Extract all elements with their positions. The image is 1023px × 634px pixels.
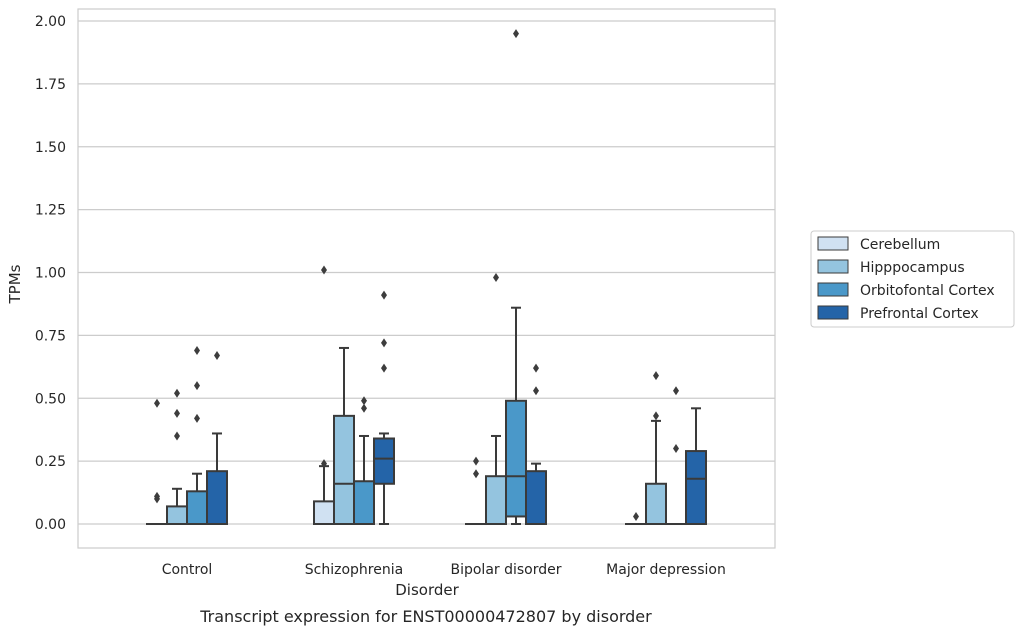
outlier-point <box>174 431 180 441</box>
legend-label: Prefrontal Cortex <box>860 306 979 322</box>
box-hipppocampus <box>333 346 355 526</box>
box-orbitofontal-cortex <box>505 29 527 525</box>
y-axis-ticks: 0.00 0.25 0.50 0.75 1.00 1.25 1.50 1.75 2.00 <box>35 14 66 533</box>
box-orbitofontal-cortex <box>353 396 375 525</box>
box-cerebellum <box>313 265 335 525</box>
box-prefrontal-cortex <box>206 350 228 525</box>
outlier-point <box>653 411 659 421</box>
legend-frame <box>810 230 1015 328</box>
box-orbitofontal-cortex <box>186 345 208 525</box>
legend-label: Cerebellum <box>860 237 940 253</box>
outlier-point <box>361 403 367 413</box>
legend: Cerebellum Hipppocampus Orbitofontal Corte… <box>810 230 1015 328</box>
x-tick-label: Major depression <box>606 562 726 578</box>
outlier-point <box>361 396 367 406</box>
y-tick-label: 1.25 <box>35 203 66 219</box>
box-prefrontal-cortex <box>373 290 395 525</box>
legend-label: Orbitofontal Cortex <box>860 283 995 299</box>
outlier-point <box>154 398 160 408</box>
y-tick-label: 1.75 <box>35 77 66 93</box>
y-tick-label: 1.00 <box>35 266 66 282</box>
outlier-point <box>194 345 200 355</box>
outlier-point <box>513 29 519 39</box>
outlier-point <box>174 408 180 418</box>
box-body <box>333 414 355 526</box>
outlier-point <box>533 363 539 373</box>
outlier-point <box>673 444 679 454</box>
y-tick-label: 0.75 <box>35 328 66 344</box>
box-cerebellum <box>625 511 647 526</box>
x-axis-ticks: Control Schizophrenia Bipolar disorder Majo… <box>162 562 726 578</box>
box-body <box>485 475 507 525</box>
outlier-point <box>174 388 180 398</box>
y-tick-label: 0.50 <box>35 391 66 407</box>
outlier-point <box>194 413 200 423</box>
legend-swatch <box>817 236 849 251</box>
x-tick-label: Schizophrenia <box>305 562 403 578</box>
legend-swatch <box>817 282 849 297</box>
box-body <box>525 470 547 525</box>
outlier-point <box>214 350 220 360</box>
box-body <box>186 490 208 525</box>
box-hipppocampus <box>166 388 188 525</box>
outlier-point <box>381 290 387 300</box>
y-tick-label: 0.25 <box>35 454 66 470</box>
outlier-point <box>673 386 679 396</box>
y-tick-label: 1.50 <box>35 140 66 156</box>
outlier-point <box>381 338 387 348</box>
outlier-point <box>653 371 659 381</box>
y-tick-label: 0.00 <box>35 517 66 533</box>
gridlines <box>78 20 775 525</box>
outlier-point <box>533 386 539 396</box>
box-orbitofontal-cortex <box>665 386 687 526</box>
outlier-point <box>473 456 479 466</box>
outlier-point <box>493 273 499 283</box>
outlier-point <box>381 363 387 373</box>
outlier-point <box>194 381 200 391</box>
outlier-point <box>473 469 479 479</box>
x-tick-label: Bipolar disorder <box>450 562 561 578</box>
outlier-point <box>321 459 327 469</box>
box-hipppocampus <box>485 273 507 525</box>
outlier-point <box>321 265 327 275</box>
box-body <box>353 480 375 525</box>
box-body <box>166 505 188 525</box>
box-body <box>373 437 395 485</box>
box-body <box>645 482 667 526</box>
box-cerebellum <box>465 456 487 526</box>
box-prefrontal-cortex <box>525 363 547 525</box>
box-body <box>313 500 335 525</box>
box-body <box>505 399 527 518</box>
box-body <box>206 470 228 525</box>
outlier-point <box>154 494 160 504</box>
legend-swatch <box>817 259 849 274</box>
y-tick-label: 2.00 <box>35 14 66 30</box>
box-hipppocampus <box>645 371 667 526</box>
legend-label: Hipppocampus <box>860 260 965 276</box>
plot-area <box>77 8 776 549</box>
box-prefrontal-cortex <box>685 407 707 525</box>
y-axis-label: TPMs <box>6 264 24 304</box>
box-body <box>685 450 707 525</box>
x-axis-label: Disorder <box>395 581 459 599</box>
x-tick-label: Control <box>162 562 213 578</box>
legend-swatch <box>817 305 849 320</box>
outlier-point <box>633 511 639 521</box>
box-marks <box>146 29 707 526</box>
chart-caption: Transcript expression for ENST0000047280… <box>199 607 652 626</box>
